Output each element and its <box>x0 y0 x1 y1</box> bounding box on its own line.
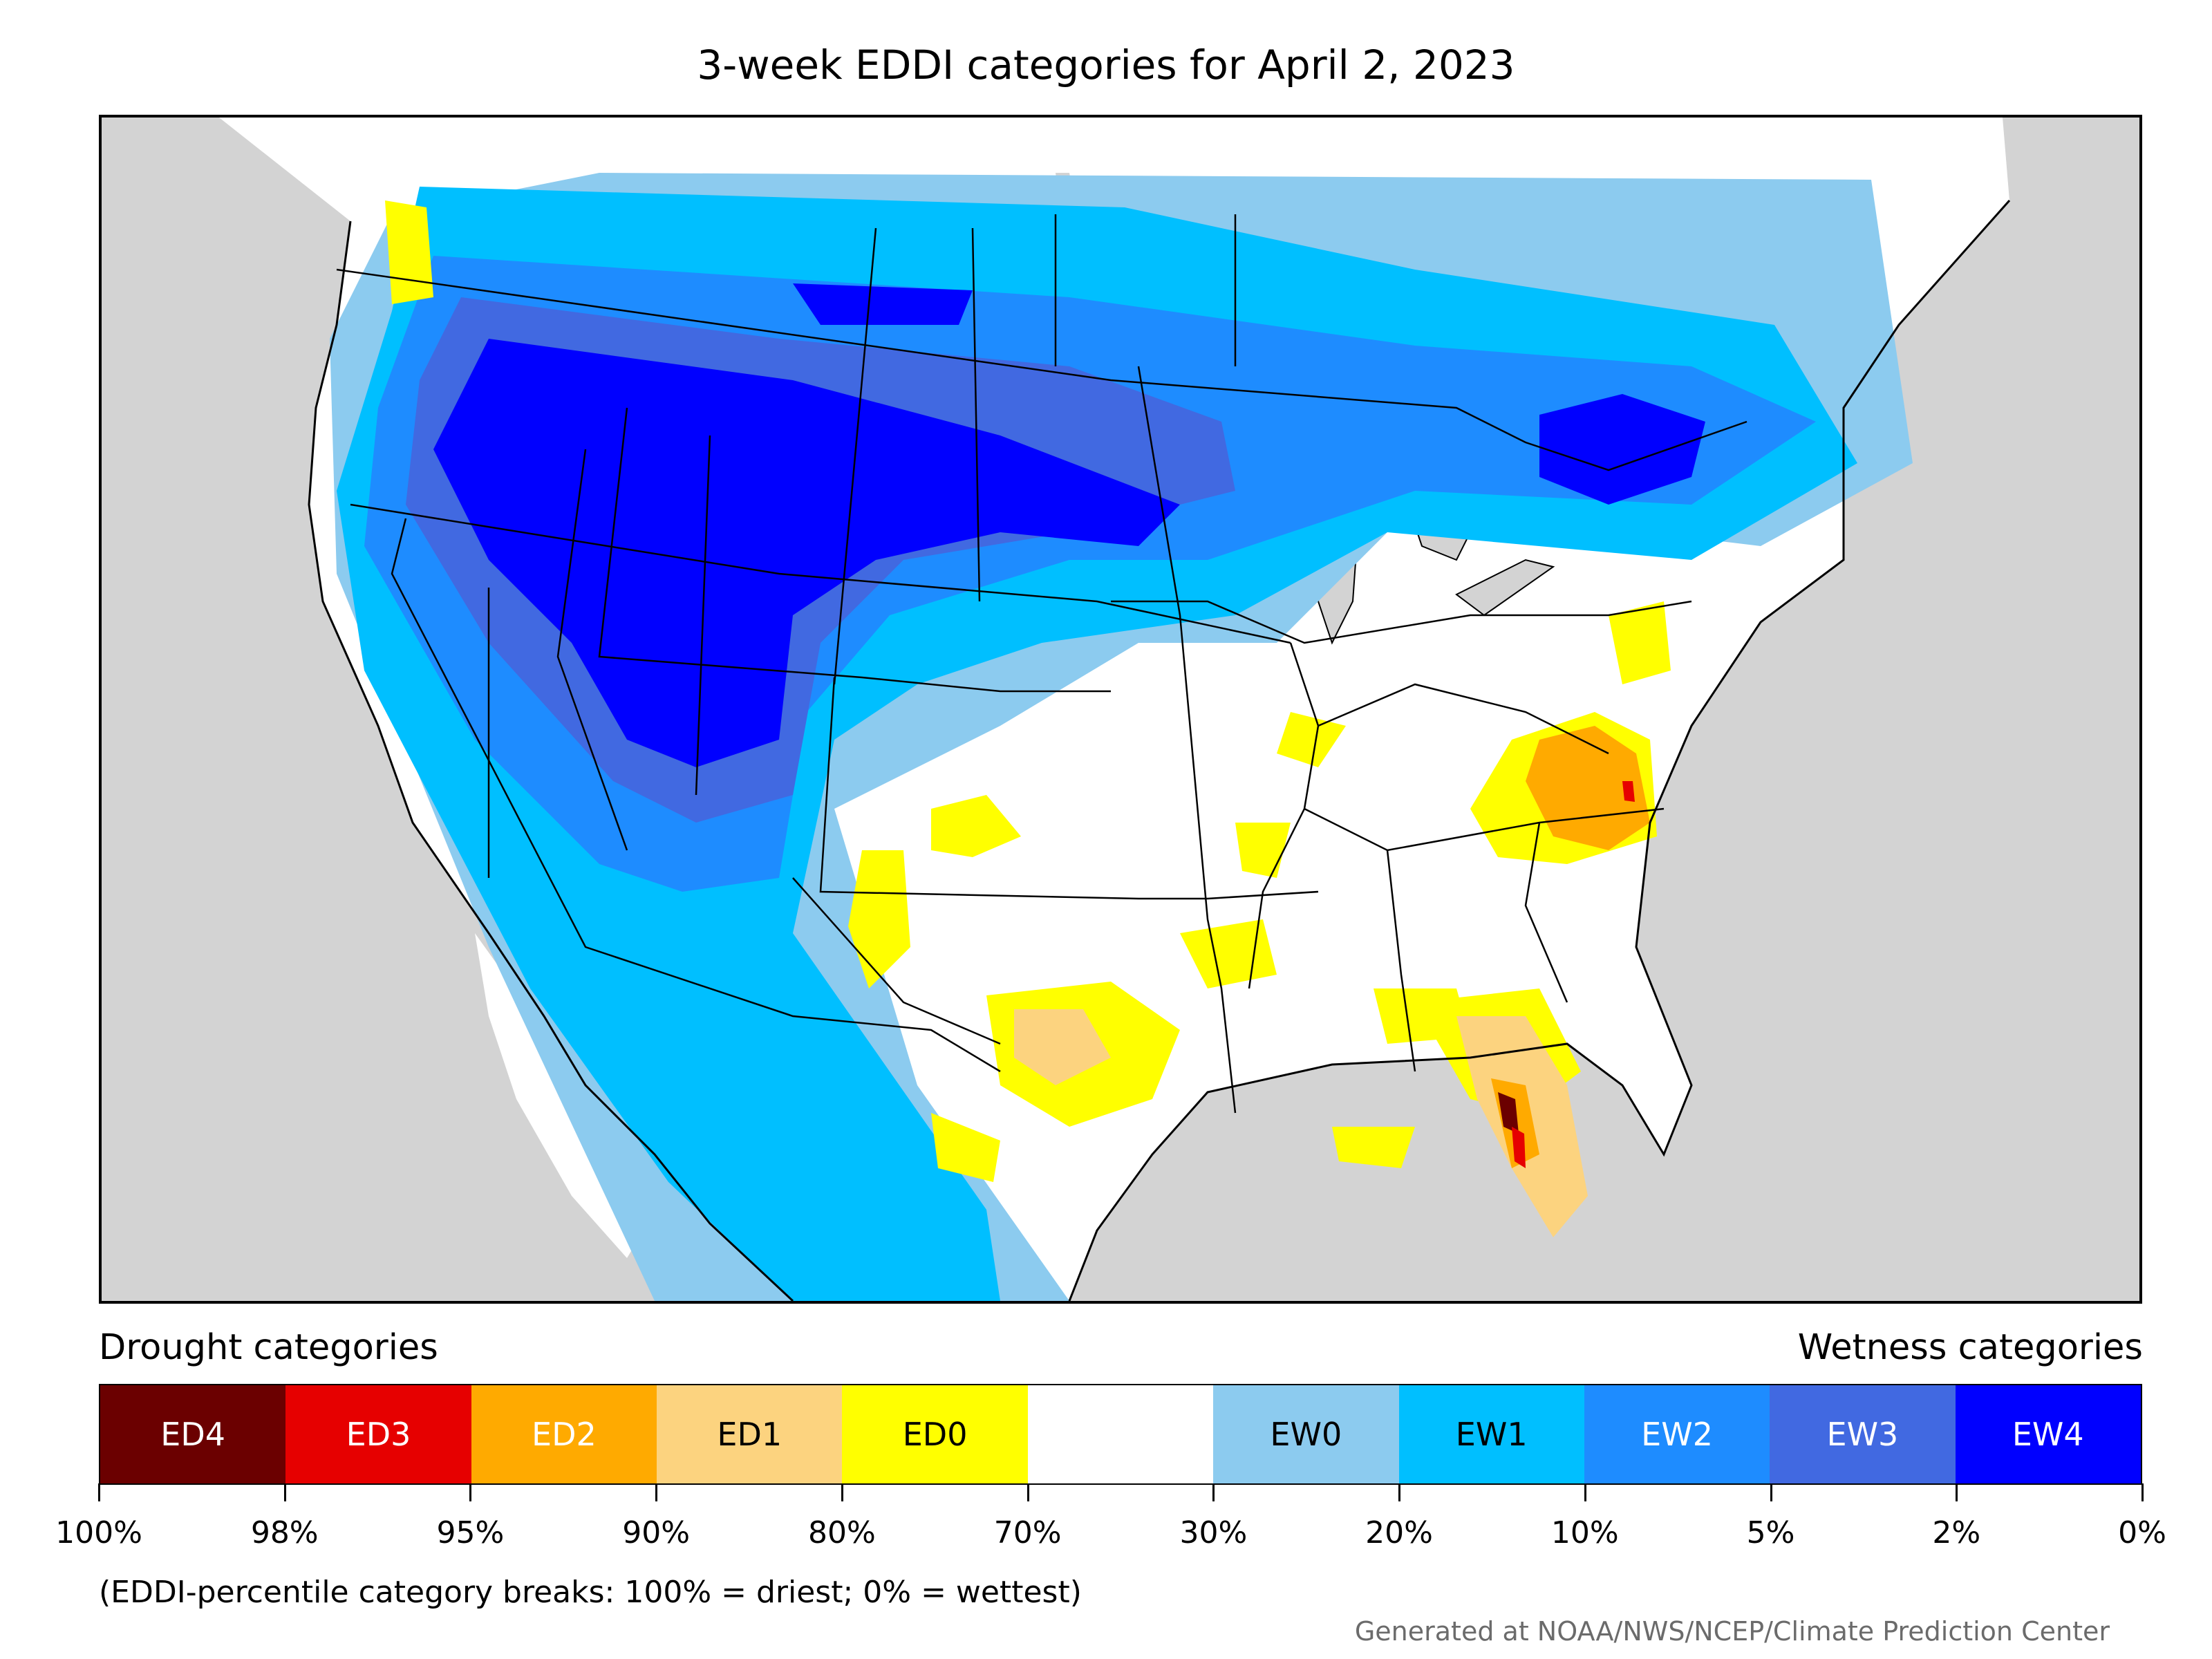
colorbar-tick <box>1398 1483 1401 1501</box>
colorbar-tick <box>1956 1483 1958 1501</box>
colorbar-tick <box>841 1483 843 1501</box>
colorbar-tick <box>1584 1483 1586 1501</box>
colorbar-cell-ew2: EW2 <box>1584 1385 1770 1483</box>
colorbar-tick <box>1027 1483 1029 1501</box>
map-canvas <box>219 118 2011 1301</box>
colorbar-tick-label: 2% <box>1932 1515 1981 1550</box>
coastline <box>308 200 2011 1301</box>
colorbar-tick <box>283 1483 286 1501</box>
colorbar-cell-ew0: EW0 <box>1213 1385 1399 1483</box>
colorbar-tick-label: 5% <box>1746 1515 1795 1550</box>
state-boundaries <box>336 214 1747 1114</box>
wetness-categories-title: Wetness categories <box>1797 1327 2143 1368</box>
colorbar-tick-label: 100% <box>55 1515 142 1550</box>
colorbar-tick <box>1212 1483 1215 1501</box>
colorbar-cell-ed2: ED2 <box>471 1385 657 1483</box>
colorbar-cell-ew4: EW4 <box>1955 1385 2141 1483</box>
colorbar-tick <box>469 1483 472 1501</box>
category-colorbar: ED4 ED3 ED2 ED1 ED0 EW0 EW1 EW2 EW3 EW4 <box>99 1384 2142 1485</box>
category-note: (EDDI-percentile category breaks: 100% =… <box>99 1575 1082 1610</box>
colorbar-tick-label: 20% <box>1365 1515 1433 1550</box>
drought-regions <box>385 200 1671 1237</box>
colorbar-tick-label: 0% <box>2118 1515 2166 1550</box>
colorbar-cell-ed0: ED0 <box>842 1385 1028 1483</box>
colorbar-cell-ed4: ED4 <box>100 1385 286 1483</box>
drought-categories-title: Drought categories <box>99 1327 438 1368</box>
map-title: 3-week EDDI categories for April 2, 2023 <box>697 41 1515 88</box>
colorbar-tick-label: 30% <box>1179 1515 1248 1550</box>
colorbar-tick-label: 70% <box>993 1515 1062 1550</box>
eddi-map <box>99 115 2142 1304</box>
colorbar-cell-ew3: EW3 <box>1770 1385 1956 1483</box>
credit-line: Generated at NOAA/NWS/NCEP/Climate Predi… <box>1354 1616 2110 1647</box>
colorbar-tick-label: 80% <box>808 1515 876 1550</box>
colorbar-tick-label: 90% <box>622 1515 691 1550</box>
colorbar-cell-normal <box>1027 1385 1214 1483</box>
colorbar-cell-ed1: ED1 <box>657 1385 843 1483</box>
colorbar-tick <box>655 1483 658 1501</box>
colorbar-cell-ew1: EW1 <box>1398 1385 1584 1483</box>
lake-erie <box>1455 559 1555 617</box>
colorbar-tick-label: 95% <box>436 1515 505 1550</box>
colorbar-tick-label: 10% <box>1550 1515 1619 1550</box>
colorbar-tick-label: 98% <box>250 1515 319 1550</box>
colorbar-ticks <box>98 1483 2144 1511</box>
colorbar-tick <box>98 1483 100 1501</box>
colorbar-tick <box>1770 1483 1772 1501</box>
wetness-regions <box>330 173 1913 1301</box>
colorbar-cell-ed3: ED3 <box>285 1385 471 1483</box>
colorbar-tick <box>2141 1483 2144 1501</box>
